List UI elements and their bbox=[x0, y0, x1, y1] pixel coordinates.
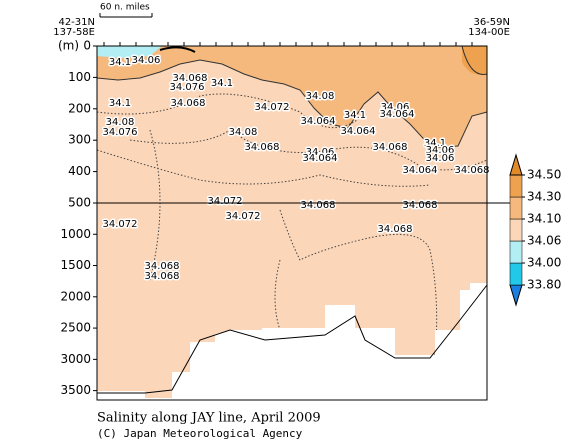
contour-label: 34.064 bbox=[303, 153, 338, 164]
contour-label: 34.064 bbox=[380, 109, 415, 120]
contour-line bbox=[129, 129, 488, 171]
seafloor-line bbox=[97, 284, 488, 394]
contour-label: 34.068 bbox=[455, 165, 490, 176]
contour-label: 34.1 bbox=[344, 110, 366, 121]
contour-label: 34.064 bbox=[301, 116, 336, 127]
contour-label: 34.072 bbox=[255, 102, 290, 113]
colorbar-label: 34.10 bbox=[527, 212, 561, 226]
contour-label: 34.08 bbox=[306, 91, 335, 102]
contour-label: 34.08 bbox=[229, 127, 258, 138]
contour-label: 34.068 bbox=[403, 200, 438, 211]
fill-region bbox=[97, 46, 487, 148]
contour-label: 34.068 bbox=[245, 142, 280, 153]
contour-label: 34.076 bbox=[103, 127, 138, 138]
contour-label: 34.068 bbox=[145, 261, 180, 272]
contour-label: 34.072 bbox=[226, 211, 261, 222]
fill-region bbox=[462, 46, 487, 75]
left-position: 137-58E bbox=[53, 27, 95, 38]
colorbar-cell bbox=[509, 240, 523, 264]
chart-title: Salinity along JAY line, April 2009 bbox=[97, 411, 321, 426]
y-tick-label: 1000 bbox=[60, 227, 91, 241]
contour-label: 34.1 bbox=[109, 98, 131, 109]
contour-line bbox=[149, 129, 161, 281]
contour-label: 34.076 bbox=[170, 82, 205, 93]
right-position: 36-59N bbox=[473, 17, 510, 28]
colorbar-label: 34.50 bbox=[527, 168, 561, 182]
contour-label: 34.072 bbox=[208, 196, 243, 207]
contour-line bbox=[159, 46, 196, 53]
y-tick-label: 2000 bbox=[60, 289, 91, 303]
contour-label: 34.06 bbox=[426, 145, 455, 156]
contour-label: 34.068 bbox=[373, 142, 408, 153]
scale-label: 60 n. miles bbox=[100, 3, 150, 13]
colorbar-cell bbox=[509, 218, 523, 242]
seafloor-mask bbox=[97, 283, 487, 400]
colorbar-label: 33.80 bbox=[527, 278, 561, 292]
contour-label: 34.068 bbox=[173, 73, 208, 84]
y-tick-label: 500 bbox=[68, 196, 91, 210]
y-tick-label: 0 bbox=[83, 39, 91, 53]
contour-label: 34.08 bbox=[106, 117, 135, 128]
plot-frame bbox=[96, 45, 488, 401]
credit: (C) Japan Meteorological Agency bbox=[97, 427, 303, 440]
contour-line bbox=[274, 259, 281, 331]
right-position: 134-00E bbox=[468, 27, 510, 38]
contour-label: 34.06 bbox=[132, 55, 161, 66]
contour-label: 34.064 bbox=[403, 165, 438, 176]
colorbar-extend bbox=[509, 284, 523, 307]
y-tick-label: 400 bbox=[68, 164, 91, 178]
colorbar-label: 34.30 bbox=[527, 190, 561, 204]
contour-label: 34.068 bbox=[171, 98, 206, 109]
contour-label: 34.068 bbox=[145, 271, 180, 282]
contour-label: 34.1 bbox=[424, 138, 446, 149]
colorbar-cell bbox=[509, 174, 523, 198]
contour-label: 34.064 bbox=[341, 126, 376, 137]
contour-label: 34.1 bbox=[211, 78, 233, 89]
y-tick-label: 3000 bbox=[60, 352, 91, 366]
fill-region bbox=[97, 46, 162, 58]
contour-line bbox=[96, 149, 431, 187]
colorbar-label: 34.06 bbox=[527, 234, 561, 248]
y-tick-label: 200 bbox=[68, 101, 91, 115]
colorbar-cell bbox=[509, 196, 523, 220]
colorbar-label: 34.00 bbox=[527, 256, 561, 270]
contour-line bbox=[461, 45, 488, 75]
contour-label: 34.06 bbox=[381, 102, 410, 113]
contour-label: 34.072 bbox=[103, 219, 138, 230]
contour-line bbox=[96, 93, 361, 129]
contour-label: 34.06 bbox=[306, 147, 335, 158]
colorbar-cell bbox=[509, 262, 523, 286]
y-tick-label: 1500 bbox=[60, 258, 91, 272]
contour-label: 34.068 bbox=[301, 200, 336, 211]
contour-line bbox=[279, 209, 438, 356]
y-tick-label: 2500 bbox=[60, 321, 91, 335]
y-tick-label: 100 bbox=[68, 70, 91, 84]
y-tick-label: 300 bbox=[68, 133, 91, 147]
contour-line bbox=[96, 59, 488, 149]
y-axis-label: (m) bbox=[58, 39, 79, 53]
contour-label: 34.1 bbox=[109, 57, 131, 68]
left-position: 42-31N bbox=[58, 17, 95, 28]
contour-label: 34.06 bbox=[426, 153, 455, 164]
colorbar-extend bbox=[509, 153, 523, 176]
contour-label: 34.068 bbox=[378, 224, 413, 235]
y-tick-label: 3500 bbox=[60, 383, 91, 397]
